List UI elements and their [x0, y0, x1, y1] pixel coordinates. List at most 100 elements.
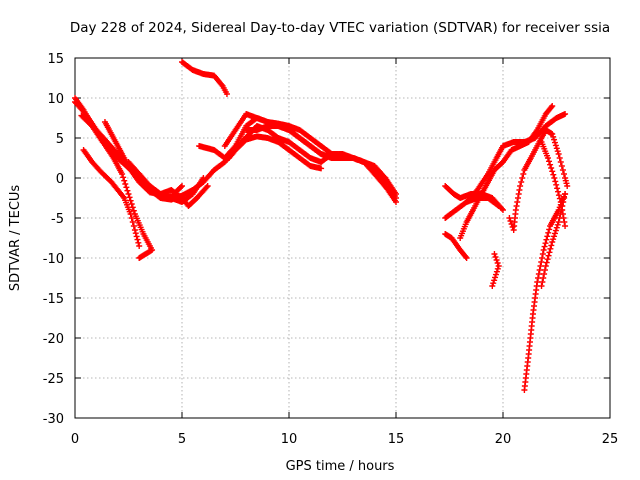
data-point [127, 197, 134, 204]
series-track-15 [457, 103, 556, 241]
plot-frame [74, 57, 611, 419]
data-point [539, 251, 546, 257]
series-track-3 [78, 112, 156, 261]
data-point [559, 167, 566, 173]
data-point [539, 255, 546, 261]
series-track-10 [226, 123, 395, 197]
data-point [512, 207, 519, 213]
data-point [492, 274, 499, 281]
data-point [318, 165, 325, 172]
data-point [135, 239, 142, 246]
data-point [546, 226, 553, 233]
y-tick-label: 10 [47, 92, 64, 107]
axis-tick-labels: 0 5 10 15 20 25 15 10 5 0 -5 -10 -15 -20 -25 -30 [43, 52, 619, 447]
data-point [121, 177, 128, 184]
data-point [559, 211, 566, 217]
data-point [203, 184, 210, 191]
data-point [130, 207, 137, 214]
data-point [543, 259, 550, 266]
data-point [494, 260, 501, 266]
data-point [463, 255, 470, 261]
data-point [545, 229, 552, 236]
data-point [544, 233, 551, 240]
x-tick-label: 15 [388, 432, 405, 447]
data-point [545, 252, 552, 259]
data-point [542, 263, 549, 269]
data-point [549, 131, 556, 137]
x-tick-label: 0 [71, 432, 79, 447]
series-track-4 [80, 147, 143, 249]
data-point [494, 265, 501, 272]
y-axis-label: SDTVAR / TECUs [8, 185, 23, 292]
data-point [123, 184, 130, 191]
data-point [492, 254, 499, 260]
y-tick-label: -20 [43, 332, 64, 347]
x-tick-label: 25 [602, 432, 619, 447]
data-point [556, 155, 563, 161]
data-point [553, 224, 560, 231]
data-point [548, 242, 555, 249]
x-tick-label: 10 [281, 432, 298, 447]
y-tick-label: 0 [56, 172, 64, 187]
data-point [546, 249, 553, 256]
data-point [559, 207, 566, 213]
data-point [514, 199, 521, 205]
data-point [491, 277, 498, 284]
series-track-14 [442, 231, 470, 261]
data-point [506, 215, 513, 221]
y-tick-label: -10 [43, 252, 64, 267]
data-point [557, 159, 564, 165]
data-point [546, 158, 553, 165]
data-point [541, 243, 548, 250]
data-point [544, 256, 551, 263]
data-point [537, 263, 544, 269]
data-point [558, 163, 565, 169]
y-tick-label: -30 [43, 412, 64, 427]
data-point [127, 211, 134, 217]
y-tick-label: -15 [43, 292, 64, 307]
data-point [381, 173, 388, 180]
data-point [555, 219, 562, 225]
data-point [122, 181, 129, 187]
data-point [550, 133, 557, 140]
data-point [555, 192, 562, 199]
data-point [133, 233, 140, 240]
data-point [514, 195, 521, 201]
data-point [539, 279, 546, 285]
data-point [554, 185, 561, 192]
data-point [177, 184, 184, 191]
data-point [492, 271, 499, 278]
data-point [538, 259, 545, 265]
data-point [536, 267, 543, 273]
data-point [498, 205, 505, 212]
data-point [557, 199, 564, 205]
data-point [462, 253, 469, 260]
data-point [134, 236, 141, 243]
data-point [544, 155, 551, 161]
data-point [549, 239, 556, 245]
data-point [500, 207, 506, 213]
series-track-21 [538, 139, 569, 229]
data-point [131, 227, 138, 233]
grid [75, 58, 610, 418]
data-point [564, 183, 571, 189]
data-point [493, 268, 500, 275]
data-point [552, 142, 559, 149]
y-tick-label: -5 [51, 212, 64, 227]
chart-title: Day 228 of 2024, Sidereal Day-to-day VTE… [70, 20, 610, 36]
data-point [560, 215, 567, 221]
data-point [541, 271, 548, 277]
y-tick-label: 5 [56, 132, 64, 147]
axis-ticks [74, 57, 611, 419]
data-point [491, 251, 498, 257]
data-point [128, 215, 135, 221]
data-point [549, 103, 556, 109]
data-point [495, 203, 502, 209]
series-track-6 [125, 159, 207, 205]
data-point [519, 175, 526, 181]
data-point [490, 280, 497, 287]
series-track-18 [506, 127, 571, 233]
data-point [551, 230, 558, 237]
data-point [136, 255, 143, 261]
